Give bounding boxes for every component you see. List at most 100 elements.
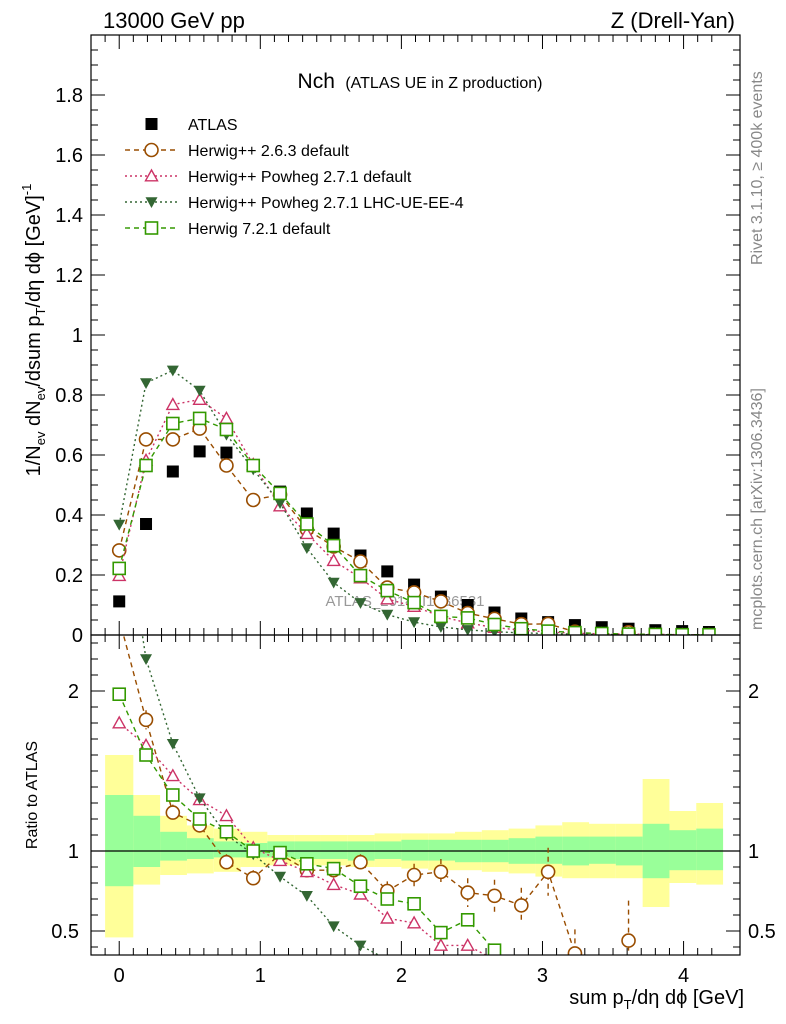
main-data-point bbox=[165, 432, 181, 447]
analysis-watermark: ATLAS_2014_I1736531 bbox=[325, 593, 484, 610]
ratio-axis-ticks: 0.5 0.5 1 1 2 2 0 1 2 3 4 bbox=[51, 635, 776, 987]
ratio-data-point bbox=[353, 886, 368, 900]
ratio-data-point bbox=[246, 844, 261, 858]
main-data-point bbox=[487, 617, 502, 632]
main-data-point bbox=[353, 554, 368, 569]
ratio-data-point bbox=[273, 845, 287, 860]
stat-uncertainty-band bbox=[160, 831, 187, 861]
ratio-y-tick-label-left: 0.5 bbox=[51, 921, 79, 943]
ratio-series-herwig-7-2-1-default bbox=[112, 687, 502, 955]
ratio-data-point bbox=[272, 853, 288, 867]
stat-uncertainty-band bbox=[589, 836, 616, 864]
stat-uncertainty-band bbox=[696, 828, 724, 871]
stat-uncertainty-band bbox=[374, 841, 402, 859]
main-data-point bbox=[326, 538, 341, 553]
main-data-point bbox=[138, 432, 154, 447]
legend-marker bbox=[145, 197, 158, 208]
ratio-data-point bbox=[140, 654, 153, 665]
legend-item: Herwig 7.2.1 default bbox=[125, 221, 331, 238]
stat-uncertainty-band bbox=[535, 836, 563, 864]
plot-title-line: Nch (ATLAS UE in Z production) bbox=[298, 70, 543, 93]
ratio-uncertainty-bands bbox=[91, 755, 740, 938]
main-data-point bbox=[461, 625, 474, 635]
ratio-y-tick-label-right: 2 bbox=[748, 681, 759, 703]
ratio-series-herwig-powheg-2-7-1-lhc-ue-ee-4 bbox=[113, 478, 393, 966]
ratio-data-point bbox=[193, 793, 206, 805]
main-y-tick-label: 0 bbox=[72, 625, 83, 647]
main-data-point bbox=[300, 543, 313, 554]
legend-marker bbox=[144, 142, 159, 158]
ratio-data-point bbox=[113, 478, 125, 489]
ratio-data-point bbox=[166, 788, 180, 802]
legend-item: Herwig++ 2.6.3 default bbox=[125, 142, 350, 160]
main-data-point bbox=[541, 624, 555, 635]
ratio-panel: 0.5 0.5 1 1 2 2 0 1 2 3 4 Ratio to ATLAS sum pT/dη… bbox=[24, 478, 776, 1012]
ratio-data-point bbox=[380, 910, 395, 924]
legend-marker bbox=[144, 168, 159, 182]
main-data-point bbox=[246, 458, 261, 473]
main-data-point bbox=[300, 507, 313, 520]
x-tick-label: 1 bbox=[255, 965, 266, 987]
main-y-tick-label: 0.8 bbox=[55, 385, 83, 407]
ratio-frame bbox=[90, 634, 741, 956]
main-data-point bbox=[192, 392, 207, 405]
main-data-point bbox=[245, 492, 261, 508]
main-data-point bbox=[219, 410, 234, 424]
main-data-point bbox=[274, 498, 287, 509]
main-data-point bbox=[381, 609, 394, 621]
stat-uncertainty-band bbox=[133, 815, 161, 867]
legend-label: Herwig++ Powheg 2.7.1 LHC-UE-EE-4 bbox=[188, 195, 464, 212]
legend-item: Herwig++ Powheg 2.7.1 default bbox=[125, 168, 412, 186]
main-series-line bbox=[118, 369, 709, 635]
main-data-point bbox=[460, 611, 475, 625]
plot-subtitle: (ATLAS UE in Z production) bbox=[345, 75, 542, 92]
legend-item: ATLAS bbox=[145, 117, 238, 134]
ratio-data-point bbox=[354, 940, 367, 952]
main-data-point bbox=[193, 385, 206, 397]
x-tick-label: 4 bbox=[678, 965, 689, 987]
process-label: Z (Drell-Yan) bbox=[611, 8, 735, 33]
legend: ATLAS Herwig++ 2.6.3 default Herwig++ Powh… bbox=[125, 117, 464, 238]
main-y-tick-label: 1 bbox=[72, 325, 83, 347]
ratio-data-point bbox=[514, 898, 529, 913]
ratio-series-herwig-powheg-2-7-1-default bbox=[112, 715, 496, 955]
legend-marker bbox=[145, 118, 158, 130]
main-data-point bbox=[113, 519, 126, 531]
main-data-point bbox=[300, 517, 314, 531]
ratio-data-point bbox=[381, 955, 393, 966]
main-data-point bbox=[192, 411, 207, 426]
ratio-y-tick-label-left: 1 bbox=[68, 841, 79, 863]
ratio-data-point bbox=[406, 867, 422, 883]
main-data-point bbox=[434, 622, 447, 633]
ratio-data-point bbox=[112, 687, 127, 702]
main-data-point bbox=[568, 625, 582, 635]
x-tick-label: 0 bbox=[114, 965, 125, 987]
ratio-series-group bbox=[112, 478, 636, 966]
ratio-data-point bbox=[112, 715, 127, 729]
main-y-tick-label: 1.4 bbox=[55, 205, 83, 227]
main-panel: 0 0.2 0.4 0.6 0.8 1 1.2 1.4 1.6 1.8 ATLAS_2014_I1… bbox=[19, 34, 741, 647]
main-data-point bbox=[166, 465, 179, 478]
ratio-data-point bbox=[433, 864, 449, 880]
ratio-data-point bbox=[621, 933, 636, 948]
ratio-data-point bbox=[567, 946, 583, 955]
main-series-herwig-7-2-1-default bbox=[112, 411, 716, 635]
ratio-data-point bbox=[219, 808, 234, 822]
stat-uncertainty-band bbox=[186, 838, 214, 859]
ratio-series-herwig-2-6-3-default bbox=[122, 635, 636, 955]
main-data-point bbox=[433, 594, 449, 609]
legend-label: Herwig 7.2.1 default bbox=[188, 221, 331, 238]
ratio-data-point bbox=[274, 871, 287, 883]
rivet-version-label: Rivet 3.1.10, ≥ 400k events bbox=[749, 71, 766, 265]
main-data-point bbox=[594, 626, 609, 635]
ratio-data-point bbox=[139, 748, 153, 762]
main-data-point bbox=[354, 598, 367, 609]
ratio-data-point bbox=[219, 824, 234, 839]
x-tick-label: 2 bbox=[396, 965, 407, 987]
ratio-data-point bbox=[540, 864, 556, 880]
main-data-point bbox=[112, 561, 127, 576]
main-y-tick-label: 1.2 bbox=[55, 265, 83, 287]
x-tick-label: 3 bbox=[537, 965, 548, 987]
ratio-data-point bbox=[407, 896, 421, 911]
